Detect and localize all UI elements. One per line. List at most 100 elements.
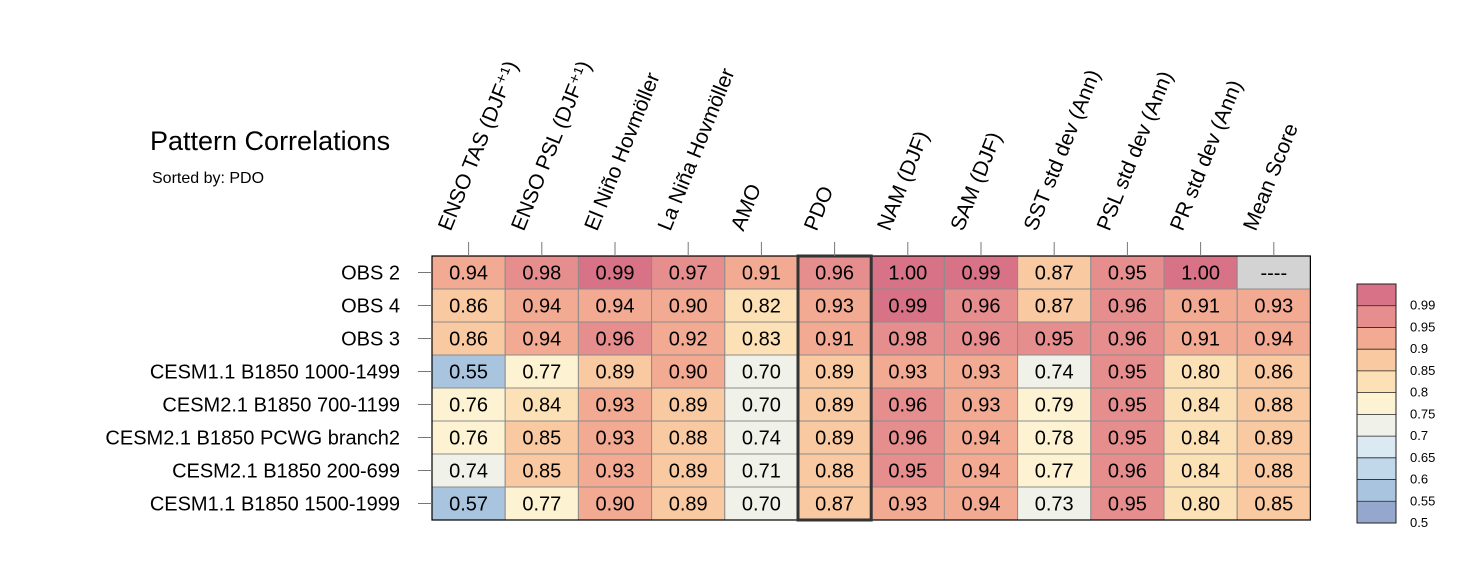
- cell-value-label: 0.96: [815, 263, 854, 285]
- heatmap-cell: [577, 387, 653, 422]
- cell-value-label: 0.74: [742, 428, 781, 450]
- heatmap-cell: [724, 288, 799, 323]
- cell-value-label: 0.90: [596, 494, 635, 516]
- colorbar: 0.99 0.95 0.9 0.85 0.8 0.75 0.7 0.65 0.6 0.55 0.5: [1356, 283, 1435, 530]
- cell-value-label: 0.99: [596, 263, 635, 285]
- cell-value-label: 0.96: [1108, 329, 1147, 351]
- cell-value-label: 0.94: [522, 329, 561, 351]
- heatmap-cell: [943, 288, 1019, 323]
- cell-value-label: 0.84: [1181, 395, 1220, 417]
- cell-value-label: 0.77: [522, 362, 561, 384]
- row-label: CESM2.1 B1850 200-699: [172, 461, 400, 483]
- heatmap-cell: [577, 453, 653, 488]
- heatmap-cell: [1236, 420, 1311, 455]
- column-label: Mean Score: [1239, 120, 1303, 234]
- cell-value-label: 0.77: [1035, 461, 1074, 483]
- colorbar-tick-label: 0.95: [1410, 319, 1435, 334]
- cell-value-label: 0.98: [888, 329, 927, 351]
- column-label: PSL std dev (Ann): [1093, 68, 1178, 234]
- row-labels: OBS 2 OBS 4 OBS 3 CESM1.1 B1850 1000-1499 CE…: [105, 263, 432, 516]
- cell-value-label: 0.89: [669, 494, 708, 516]
- heatmap-cell: [1017, 255, 1092, 290]
- cell-value-label: 0.96: [962, 329, 1001, 351]
- colorbar-swatch: [1357, 349, 1396, 371]
- cell-value-label: 0.88: [669, 428, 708, 450]
- heatmap-cell: [431, 354, 506, 389]
- cell-value-label: 0.88: [815, 461, 854, 483]
- cell-value-label: 0.89: [1254, 428, 1293, 450]
- cell-value-label: 0.91: [742, 263, 781, 285]
- cell-value-label: 0.76: [449, 395, 488, 417]
- heatmap-cell: [724, 486, 799, 521]
- heatmap-cell: [1017, 387, 1092, 422]
- cell-value-label: 0.91: [1181, 329, 1220, 351]
- heatmap-cell: [651, 387, 726, 422]
- cell-value-label: 0.94: [522, 296, 561, 318]
- cell-value-label: 0.90: [669, 296, 708, 318]
- colorbar-tick-label: 0.9: [1410, 341, 1428, 356]
- heatmap-cell: [797, 288, 872, 323]
- heatmap-cell: [651, 486, 726, 521]
- heatmap-cell: [943, 486, 1019, 521]
- heatmap-cell: [431, 255, 506, 290]
- cell-value-label: 0.84: [1181, 428, 1220, 450]
- heatmap-cell: [1090, 321, 1165, 356]
- column-label: La Niña Hovmöller: [654, 65, 740, 234]
- cell-value-label: 0.93: [962, 362, 1001, 384]
- cell-value-label: 0.93: [962, 395, 1001, 417]
- colorbar-tick-label: 0.99: [1410, 298, 1435, 313]
- cell-value-label: 0.70: [742, 395, 781, 417]
- cell-value-label: 0.77: [522, 494, 561, 516]
- heatmap-cell: [431, 486, 506, 521]
- colorbar-tick-label: 0.85: [1410, 363, 1435, 378]
- cell-value-label: 0.57: [449, 494, 488, 516]
- row-label: CESM2.1 B1850 PCWG branch2: [105, 428, 400, 450]
- heatmap-cell: [943, 420, 1019, 455]
- cell-value-label: 0.95: [1108, 362, 1147, 384]
- cell-value-label: 0.91: [1181, 296, 1220, 318]
- column-label: SST std dev (Ann): [1020, 67, 1105, 234]
- cell-value-label: 0.80: [1181, 362, 1220, 384]
- cell-value-label: 0.93: [596, 428, 635, 450]
- cell-value-label: 0.74: [1035, 362, 1074, 384]
- cell-value-label: 1.00: [888, 263, 927, 285]
- row-label: CESM1.1 B1850 1500-1999: [150, 494, 400, 516]
- row-label: CESM2.1 B1850 700-1199: [162, 395, 400, 417]
- column-label: AMO: [727, 181, 766, 234]
- heatmap-cell: [797, 387, 872, 422]
- colorbar-swatch: [1357, 284, 1396, 306]
- cell-value-label: 0.94: [1254, 329, 1293, 351]
- column-label: El Niño Hovmöller: [580, 69, 664, 233]
- colorbar-swatch: [1357, 392, 1396, 415]
- column-label: PR std dev (Ann): [1166, 77, 1247, 234]
- colorbar-swatch: [1357, 370, 1396, 393]
- row-label: OBS 3: [341, 329, 400, 351]
- chart-title: Pattern Correlations: [150, 126, 391, 156]
- colorbar-tick-label: 0.55: [1410, 493, 1435, 508]
- cell-value-label: 0.89: [815, 362, 854, 384]
- cell-value-label: 0.86: [1254, 362, 1293, 384]
- cell-value-label: 0.96: [888, 428, 927, 450]
- column-label: NAM (DJF): [873, 128, 934, 234]
- cell-value-label: 0.91: [815, 329, 854, 351]
- chart-subtitle: Sorted by: PDO: [152, 170, 265, 187]
- heatmap-cell: [1090, 453, 1165, 488]
- cell-value-label: 0.96: [888, 395, 927, 417]
- cell-value-label: 0.93: [888, 494, 927, 516]
- cell-value-label: 0.87: [1035, 296, 1074, 318]
- cell-value-label: 0.73: [1035, 494, 1074, 516]
- cell-value-label: 0.95: [1108, 494, 1147, 516]
- cell-value-label: 0.55: [449, 362, 488, 384]
- heatmap-cell: [724, 420, 799, 455]
- column-label: ENSO PSL (DJF⁺¹): [507, 58, 596, 234]
- cell-value-label: 0.93: [1254, 296, 1293, 318]
- cell-value-label: 0.94: [449, 263, 488, 285]
- heatmap-cell: [1236, 354, 1311, 389]
- cell-value-label: 0.80: [1181, 494, 1220, 516]
- cell-value-label: 0.79: [1035, 395, 1074, 417]
- cell-value-label: ----: [1260, 263, 1287, 285]
- cell-value-label: 0.76: [449, 428, 488, 450]
- heatmap-cell: [1090, 288, 1165, 323]
- heatmap-cell: [504, 288, 579, 323]
